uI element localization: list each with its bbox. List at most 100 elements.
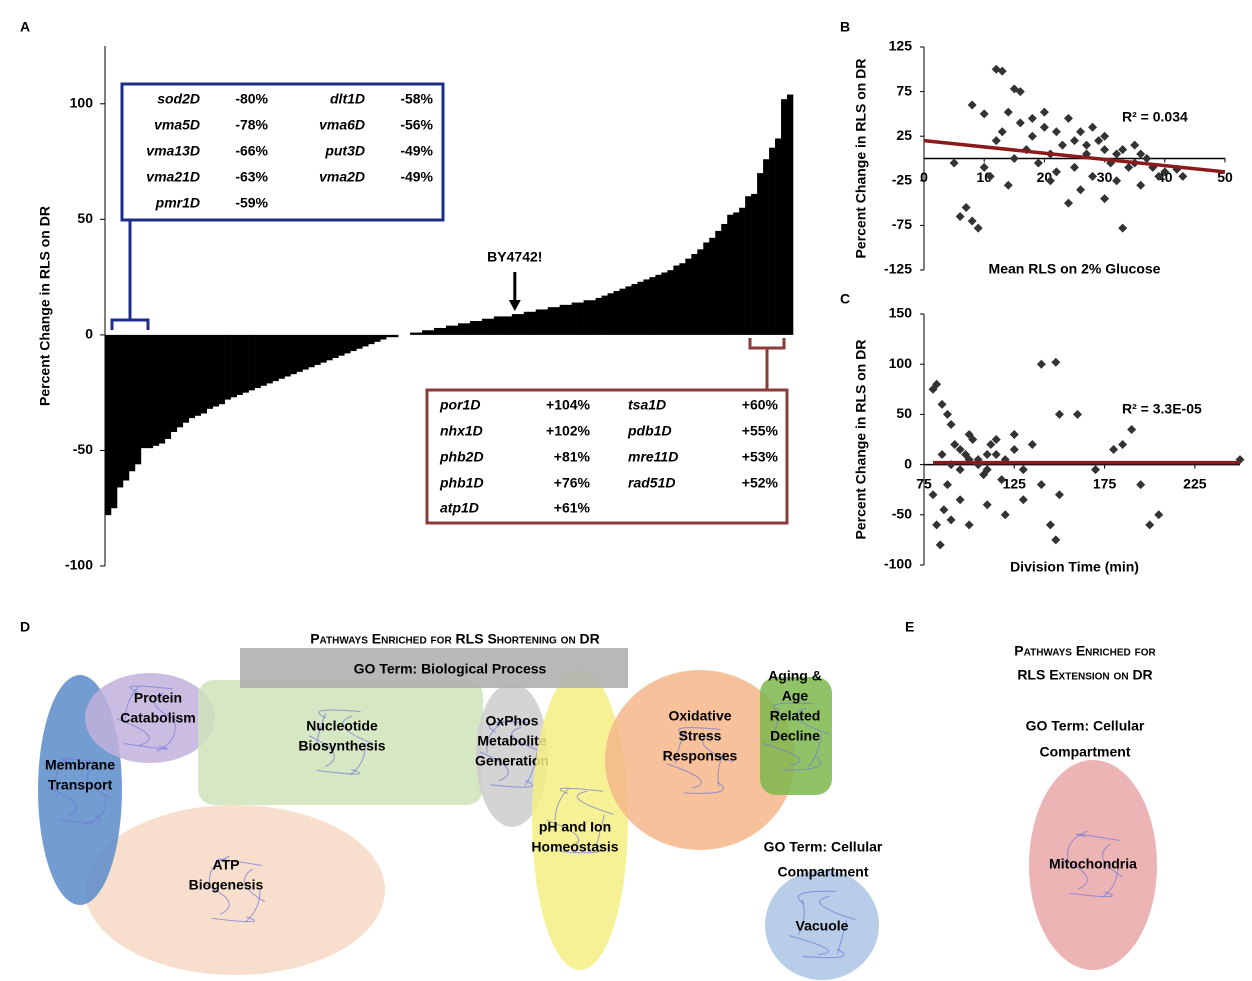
y-tick-label: -25 — [892, 172, 912, 188]
gene-name: vma13D — [146, 143, 200, 159]
bar — [775, 138, 782, 335]
point — [1015, 87, 1025, 97]
bar — [481, 318, 489, 335]
bar — [577, 302, 584, 335]
connector — [154, 692, 183, 724]
connector — [86, 766, 112, 799]
y-tick-label: -125 — [884, 261, 912, 277]
pathway-node — [198, 680, 483, 805]
point — [1154, 171, 1164, 181]
point — [1136, 149, 1146, 159]
x-tick-label: 225 — [1183, 475, 1207, 491]
point — [1136, 180, 1146, 190]
point — [942, 409, 952, 419]
x-tick-label: 125 — [1003, 475, 1027, 491]
node-label: ATP — [213, 857, 240, 873]
bar — [140, 334, 148, 449]
bar — [649, 277, 656, 335]
go-term: Compartment — [777, 864, 868, 880]
point — [1051, 167, 1061, 177]
node-label: Homeostasis — [531, 839, 618, 855]
connector — [124, 686, 139, 720]
x-tick-label: 75 — [916, 475, 932, 491]
node-label: Age — [782, 688, 809, 704]
connector — [129, 685, 173, 693]
connector — [561, 843, 603, 854]
point — [982, 465, 992, 475]
y-tick-label: 0 — [904, 455, 912, 471]
point — [1051, 127, 1061, 137]
bar — [410, 332, 417, 335]
connector — [1069, 891, 1113, 898]
bar — [308, 334, 315, 368]
point — [1100, 145, 1110, 155]
connector — [488, 721, 530, 733]
bar — [176, 334, 184, 428]
gene-name: put3D — [324, 143, 365, 159]
node-label: Transport — [48, 777, 113, 793]
connector — [342, 715, 374, 745]
point — [955, 465, 965, 475]
pathway-node — [765, 870, 879, 980]
bar — [721, 223, 728, 335]
panel-label: C — [840, 291, 850, 307]
point — [1027, 113, 1037, 123]
y-tick-label: 125 — [889, 38, 913, 54]
bar — [691, 254, 698, 335]
bar — [511, 314, 519, 335]
point — [1015, 118, 1025, 128]
point — [1003, 180, 1013, 190]
node-label: Nucleotide — [306, 718, 378, 734]
point — [1118, 223, 1128, 233]
y-axis-title: Percent Change in RLS on DR — [853, 59, 869, 259]
point — [1009, 429, 1019, 439]
node-label: Related — [770, 708, 821, 724]
bar — [703, 242, 710, 335]
bar — [745, 196, 752, 335]
bar — [685, 258, 692, 335]
bar — [122, 334, 130, 481]
connector — [245, 889, 261, 923]
point — [946, 419, 956, 429]
point — [1118, 440, 1128, 450]
gene-name: phb2D — [439, 449, 484, 465]
bar — [284, 334, 291, 377]
point — [1051, 535, 1061, 545]
bar — [344, 334, 351, 354]
gene-change: -66% — [235, 143, 268, 159]
point — [1018, 465, 1028, 475]
point — [1018, 495, 1028, 505]
point — [1112, 176, 1122, 186]
connector — [524, 752, 538, 786]
point — [1000, 510, 1010, 520]
connector — [771, 708, 780, 743]
bar — [380, 334, 387, 340]
x-tick-label: 40 — [1157, 169, 1173, 185]
connector — [316, 768, 361, 775]
node-label: Mitochondria — [1049, 856, 1137, 872]
gene-change: +76% — [554, 475, 591, 491]
point — [932, 520, 942, 530]
bar — [631, 284, 638, 335]
bar — [134, 334, 142, 465]
bar — [565, 304, 572, 335]
connector — [61, 758, 106, 764]
y-axis-title: Percent Change in RLS on DR — [37, 206, 53, 406]
bar — [451, 325, 459, 335]
point — [1109, 445, 1119, 455]
gene-change: +52% — [742, 475, 779, 491]
bar — [236, 334, 243, 395]
annotation: BY4742! — [487, 249, 542, 265]
point — [1045, 520, 1055, 530]
point — [1039, 107, 1049, 117]
bar — [422, 330, 429, 335]
gene-name: por1D — [439, 397, 480, 413]
connector — [315, 712, 327, 747]
bar — [338, 334, 345, 356]
connector — [1102, 843, 1124, 878]
connector — [837, 919, 848, 954]
bar — [751, 193, 758, 335]
gene-table — [120, 82, 445, 222]
bar — [619, 288, 626, 335]
y-tick-label: -100 — [884, 556, 912, 572]
